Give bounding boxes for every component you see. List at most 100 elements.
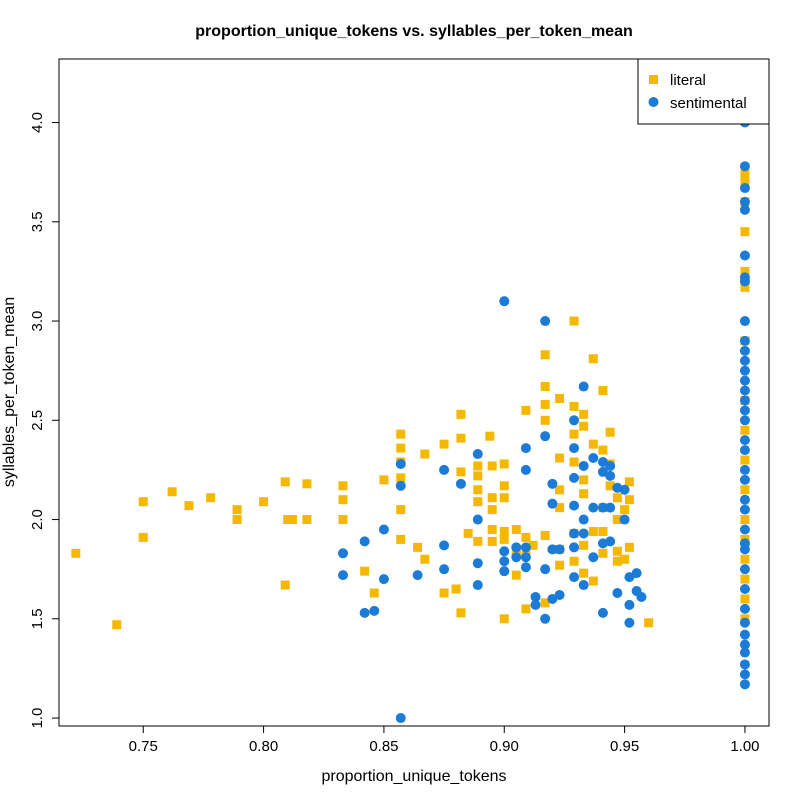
point-literal	[588, 526, 598, 536]
point-literal	[540, 598, 550, 608]
point-sentimental	[338, 570, 348, 581]
point-literal	[588, 354, 598, 364]
x-tick-label: 1.00	[730, 738, 759, 755]
point-sentimental	[636, 591, 647, 602]
point-sentimental	[395, 713, 406, 724]
point-sentimental	[631, 568, 642, 579]
legend: literal sentimental	[637, 58, 770, 125]
point-literal	[396, 443, 406, 453]
point-literal	[338, 495, 348, 505]
point-literal	[485, 431, 495, 441]
point-sentimental	[739, 276, 750, 287]
point-literal	[420, 449, 430, 459]
point-sentimental	[578, 580, 589, 591]
point-literal	[287, 515, 297, 525]
point-sentimental	[739, 204, 750, 215]
point-sentimental	[588, 552, 599, 563]
point-sentimental	[439, 540, 450, 551]
point-literal	[456, 433, 466, 443]
point-sentimental	[739, 524, 750, 535]
point-literal	[579, 475, 589, 485]
point-sentimental	[605, 470, 616, 481]
point-literal	[612, 493, 622, 503]
point-sentimental	[499, 556, 510, 567]
point-sentimental	[359, 607, 370, 618]
point-sentimental	[455, 478, 466, 489]
point-literal	[456, 608, 466, 618]
point-literal	[369, 588, 379, 598]
point-literal	[569, 429, 579, 439]
y-tick-label: 3.0	[29, 311, 46, 332]
point-literal	[588, 576, 598, 586]
point-literal	[540, 382, 550, 392]
point-sentimental	[378, 574, 389, 585]
point-literal	[439, 439, 449, 449]
point-sentimental	[547, 544, 558, 555]
x-tick-label: 0.80	[249, 738, 278, 755]
point-literal	[740, 594, 750, 604]
y-tick-label: 1.0	[29, 708, 46, 729]
point-sentimental	[624, 617, 635, 628]
point-literal	[338, 481, 348, 491]
point-sentimental	[499, 546, 510, 557]
point-literal	[528, 540, 538, 550]
point-literal	[740, 227, 750, 237]
point-literal	[579, 540, 589, 550]
point-sentimental	[739, 196, 750, 207]
point-literal	[280, 580, 290, 590]
point-sentimental	[520, 562, 531, 573]
point-sentimental	[597, 607, 608, 618]
legend-label-sentimental: sentimental	[670, 95, 747, 112]
point-sentimental	[540, 564, 551, 575]
data-points	[71, 117, 750, 724]
point-sentimental	[739, 335, 750, 346]
point-sentimental	[739, 183, 750, 194]
y-axis: 1.0 1.5 2.0 2.5 3.0 3.5 4.0	[29, 112, 60, 729]
x-tick-label: 0.90	[490, 738, 519, 755]
point-sentimental	[739, 375, 750, 386]
point-literal	[569, 401, 579, 411]
point-literal	[569, 316, 579, 326]
y-tick-label: 4.0	[29, 112, 46, 133]
point-literal	[740, 485, 750, 495]
point-sentimental	[739, 639, 750, 650]
point-literal	[456, 409, 466, 419]
point-sentimental	[578, 460, 589, 471]
point-sentimental	[554, 544, 565, 555]
point-literal	[499, 493, 509, 503]
point-sentimental	[412, 570, 423, 581]
point-literal	[420, 554, 430, 564]
x-tick-label: 0.75	[129, 738, 158, 755]
point-literal	[740, 574, 750, 584]
point-sentimental	[540, 613, 551, 624]
point-literal	[473, 497, 483, 507]
legend-label-literal: literal	[670, 72, 706, 89]
point-literal	[487, 461, 497, 471]
point-sentimental	[739, 617, 750, 628]
point-sentimental	[439, 564, 450, 575]
point-sentimental	[511, 542, 522, 553]
point-literal	[206, 493, 216, 503]
point-literal	[302, 515, 312, 525]
point-sentimental	[395, 458, 406, 469]
point-literal	[521, 405, 531, 415]
point-literal	[620, 505, 630, 515]
point-literal	[579, 421, 589, 431]
point-sentimental	[739, 494, 750, 505]
point-sentimental	[520, 443, 531, 454]
point-literal	[138, 532, 148, 542]
point-literal	[112, 620, 122, 630]
point-literal	[605, 427, 615, 437]
point-sentimental	[569, 415, 580, 426]
point-sentimental	[578, 514, 589, 525]
point-sentimental	[569, 542, 580, 553]
point-sentimental	[739, 603, 750, 614]
series-sentimental	[338, 117, 750, 724]
point-literal	[138, 497, 148, 507]
point-literal	[740, 455, 750, 465]
point-literal	[71, 548, 81, 558]
point-sentimental	[554, 589, 565, 600]
point-literal	[740, 425, 750, 435]
y-tick-label: 1.5	[29, 608, 46, 629]
point-sentimental	[378, 524, 389, 535]
